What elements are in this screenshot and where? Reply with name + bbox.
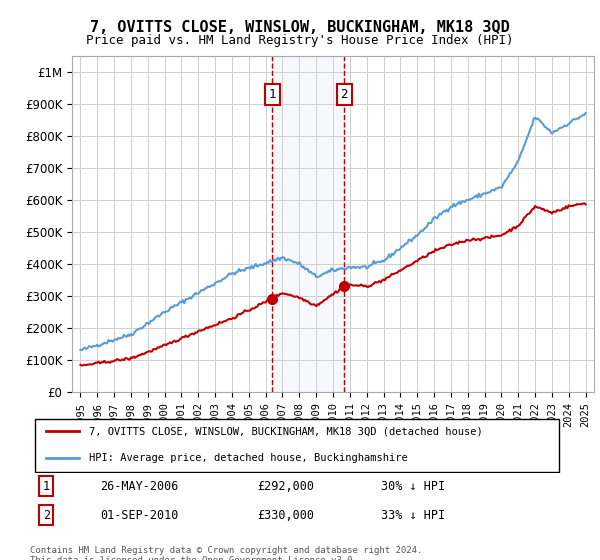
Text: 1: 1 bbox=[269, 88, 276, 101]
Bar bbox=[272, 56, 344, 392]
Text: 7, OVITTS CLOSE, WINSLOW, BUCKINGHAM, MK18 3QD: 7, OVITTS CLOSE, WINSLOW, BUCKINGHAM, MK… bbox=[90, 20, 510, 35]
Text: 2: 2 bbox=[43, 508, 50, 521]
Text: 33% ↓ HPI: 33% ↓ HPI bbox=[381, 508, 445, 521]
Text: 26-MAY-2006: 26-MAY-2006 bbox=[100, 479, 179, 493]
Text: HPI: Average price, detached house, Buckinghamshire: HPI: Average price, detached house, Buck… bbox=[89, 452, 408, 463]
Text: 30% ↓ HPI: 30% ↓ HPI bbox=[381, 479, 445, 493]
Text: £292,000: £292,000 bbox=[257, 479, 314, 493]
Text: 7, OVITTS CLOSE, WINSLOW, BUCKINGHAM, MK18 3QD (detached house): 7, OVITTS CLOSE, WINSLOW, BUCKINGHAM, MK… bbox=[89, 426, 483, 436]
Text: £330,000: £330,000 bbox=[257, 508, 314, 521]
FancyBboxPatch shape bbox=[35, 419, 559, 472]
Text: 1: 1 bbox=[43, 479, 50, 493]
Text: Price paid vs. HM Land Registry's House Price Index (HPI): Price paid vs. HM Land Registry's House … bbox=[86, 34, 514, 46]
Text: 01-SEP-2010: 01-SEP-2010 bbox=[100, 508, 179, 521]
Text: Contains HM Land Registry data © Crown copyright and database right 2024.
This d: Contains HM Land Registry data © Crown c… bbox=[30, 546, 422, 560]
Text: 2: 2 bbox=[341, 88, 348, 101]
